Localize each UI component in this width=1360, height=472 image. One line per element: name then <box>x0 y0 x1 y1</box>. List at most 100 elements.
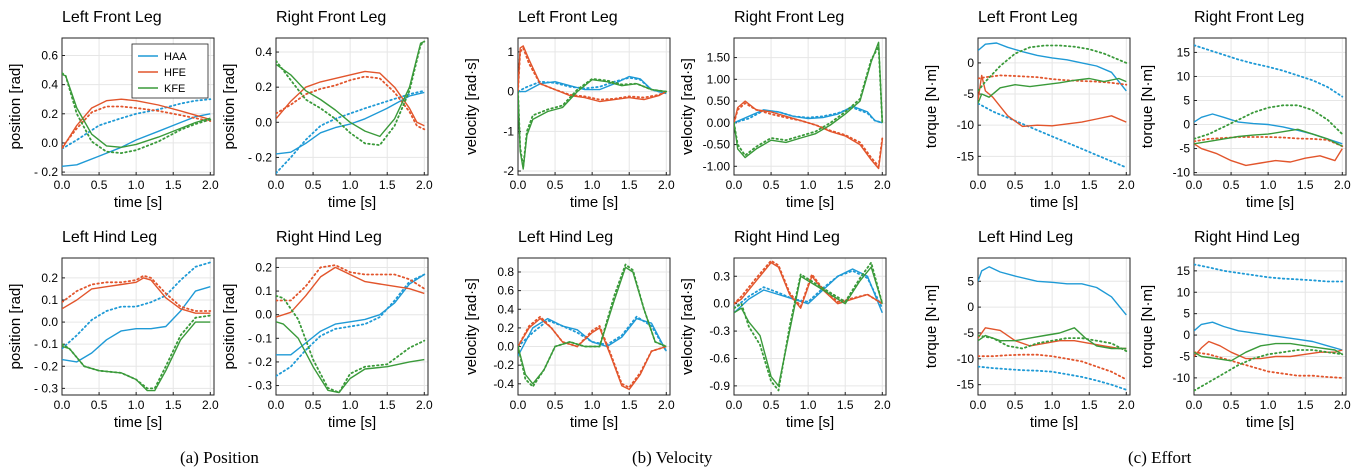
y-tick-label: 0.0 <box>255 115 272 129</box>
x-tick-label: 0.5 <box>547 398 564 412</box>
y-tick-label: - 0.2 <box>248 355 272 369</box>
chart-panel-4: 0.0 0.5 1.0 1.5 2.0 - 0.3 - 0.2 - 0.1 0.0 0.1 0.2 R… <box>221 229 433 431</box>
y-tick-label: 0.2 <box>497 321 514 335</box>
x-tick-label: 1.0 <box>800 398 817 412</box>
x-tick-label: 0.0 <box>54 398 71 412</box>
y-tick-label: 0.1 <box>41 293 58 307</box>
y-tick-label: 0.4 <box>497 302 514 316</box>
y-tick-label: 0 <box>1183 328 1190 342</box>
x-tick-label: 2.0 <box>202 178 219 192</box>
series-line-kfe-dotted <box>276 40 426 146</box>
y-axis-label: velocity [rad·s] <box>463 58 480 155</box>
chart-panel-10: 0.0 0.5 1.0 1.5 2.0 -10 -5 0 5 10 15 Right Front Le… <box>1139 9 1351 211</box>
x-axis-label: time [s] <box>786 414 834 431</box>
x-tick-label: 0.0 <box>726 178 743 192</box>
series-line-hfe-dotted <box>1194 351 1344 379</box>
y-tick-label: - 0.3 <box>248 379 272 393</box>
y-tick-label: -5 <box>963 87 974 101</box>
chart-panel-5: 0.0 0.5 1.0 1.5 2.0 -2 -1 0 1 Left Front Leg time … <box>463 9 675 211</box>
x-axis-label: time [s] <box>1246 414 1294 431</box>
x-tick-label: 1.5 <box>1297 398 1314 412</box>
series-line-hfe-solid <box>518 317 667 391</box>
x-tick-label: 1.0 <box>1260 178 1277 192</box>
x-tick-label: 1.0 <box>800 178 817 192</box>
x-axis-label: time [s] <box>570 414 618 431</box>
y-tick-label: 10 <box>1177 285 1191 299</box>
y-axis-label: position [rad] <box>221 284 238 370</box>
series-line-hfe-dotted <box>62 105 212 149</box>
plot-frame <box>61 37 215 176</box>
x-tick-label: 0.5 <box>763 178 780 192</box>
y-tick-label: -0.50 <box>703 138 731 152</box>
series-line-kfe-dotted <box>1194 104 1344 140</box>
plot-frame <box>733 257 887 396</box>
x-axis-label: time [s] <box>328 414 376 431</box>
y-tick-label: 0.4 <box>255 45 272 59</box>
x-tick-label: 2.0 <box>1118 178 1135 192</box>
y-axis-label: torque [N·m] <box>1139 285 1156 368</box>
series-line-hfe-solid <box>1194 340 1343 360</box>
series-line-haa-dotted <box>62 98 212 150</box>
x-axis-label: time [s] <box>114 194 162 211</box>
series-line-haa-dotted <box>518 315 668 353</box>
y-axis-label: position [rad] <box>7 64 24 150</box>
x-axis-label: time [s] <box>570 194 618 211</box>
caption-position: (a) Position <box>180 448 259 467</box>
y-tick-label: 0.0 <box>41 136 58 150</box>
panel-title: Left Front Leg <box>978 9 1078 26</box>
y-tick-label: - 0.1 <box>248 331 272 345</box>
plot-frame <box>1193 257 1347 396</box>
x-tick-label: 0.5 <box>305 398 322 412</box>
series-line-kfe-solid <box>734 266 883 387</box>
y-tick-label: -10 <box>957 352 975 366</box>
y-tick-label: 0 <box>1183 118 1190 132</box>
x-tick-label: 1.5 <box>621 398 638 412</box>
series-line-kfe-solid <box>978 77 1127 104</box>
y-tick-label: -15 <box>957 149 975 163</box>
x-tick-label: 0.5 <box>763 398 780 412</box>
y-tick-label: -10 <box>1173 166 1191 180</box>
y-tick-label: 0.50 <box>707 94 731 108</box>
y-tick-label: 1 <box>507 45 514 59</box>
x-tick-label: 2.0 <box>658 178 675 192</box>
y-tick-label: -10 <box>1173 371 1191 385</box>
x-tick-label: 0.0 <box>54 178 71 192</box>
x-tick-label: 1.5 <box>379 178 396 192</box>
legend: HAA HFE KFE <box>131 43 209 99</box>
y-tick-label: - 0.2 <box>34 359 58 373</box>
panel-title: Left Front Leg <box>518 9 618 26</box>
x-tick-label: 0.0 <box>970 398 987 412</box>
y-tick-label: 5 <box>1183 307 1190 321</box>
chart-panel-7: 0.0 0.5 1.0 1.5 2.0 -0.4 -0.2 0.0 0.2 0.4 0.6 0.8 Le… <box>463 229 675 431</box>
y-axis-label: velocity [rad·s] <box>679 58 696 155</box>
x-axis-label: time [s] <box>1246 194 1294 211</box>
x-axis-label: time [s] <box>328 194 376 211</box>
series-line-hfe-dotted <box>734 102 884 168</box>
series-line-kfe-dotted <box>978 44 1128 92</box>
series-line-hfe-solid <box>978 74 1127 128</box>
x-tick-label: 1.5 <box>837 178 854 192</box>
series-line-kfe-dotted <box>518 263 668 388</box>
y-tick-label: 0.4 <box>41 78 58 92</box>
y-tick-label: 5 <box>967 274 974 288</box>
series-line-kfe-dotted <box>734 45 884 157</box>
plot-frame <box>517 257 671 396</box>
chart-panel-6: 0.0 0.5 1.0 1.5 2.0 -1.00 -0.50 0.00 0.50 1.00 1.5… <box>679 9 891 211</box>
series-line-hfe-dotted <box>62 274 212 312</box>
x-tick-label: 0.0 <box>1186 398 1203 412</box>
plot-frame <box>275 257 429 396</box>
y-tick-label: -15 <box>957 378 975 392</box>
y-tick-label: - 0.3 <box>34 381 58 395</box>
legend-label-haa: HAA <box>164 51 187 63</box>
x-tick-label: 1.0 <box>128 398 145 412</box>
y-axis-label: torque [N·m] <box>923 65 940 148</box>
y-tick-label: -5 <box>963 326 974 340</box>
x-tick-label: 1.0 <box>1260 398 1277 412</box>
y-tick-label: 0.2 <box>41 107 58 121</box>
series-line-kfe-solid <box>62 73 211 148</box>
x-tick-label: 0.5 <box>1223 398 1240 412</box>
y-tick-label: 0.0 <box>497 340 514 354</box>
chart-panel-11: 0.0 0.5 1.0 1.5 2.0 -15 -10 -5 0 5 Left Hind Leg ti… <box>923 229 1135 431</box>
y-tick-label: -2 <box>503 164 514 178</box>
